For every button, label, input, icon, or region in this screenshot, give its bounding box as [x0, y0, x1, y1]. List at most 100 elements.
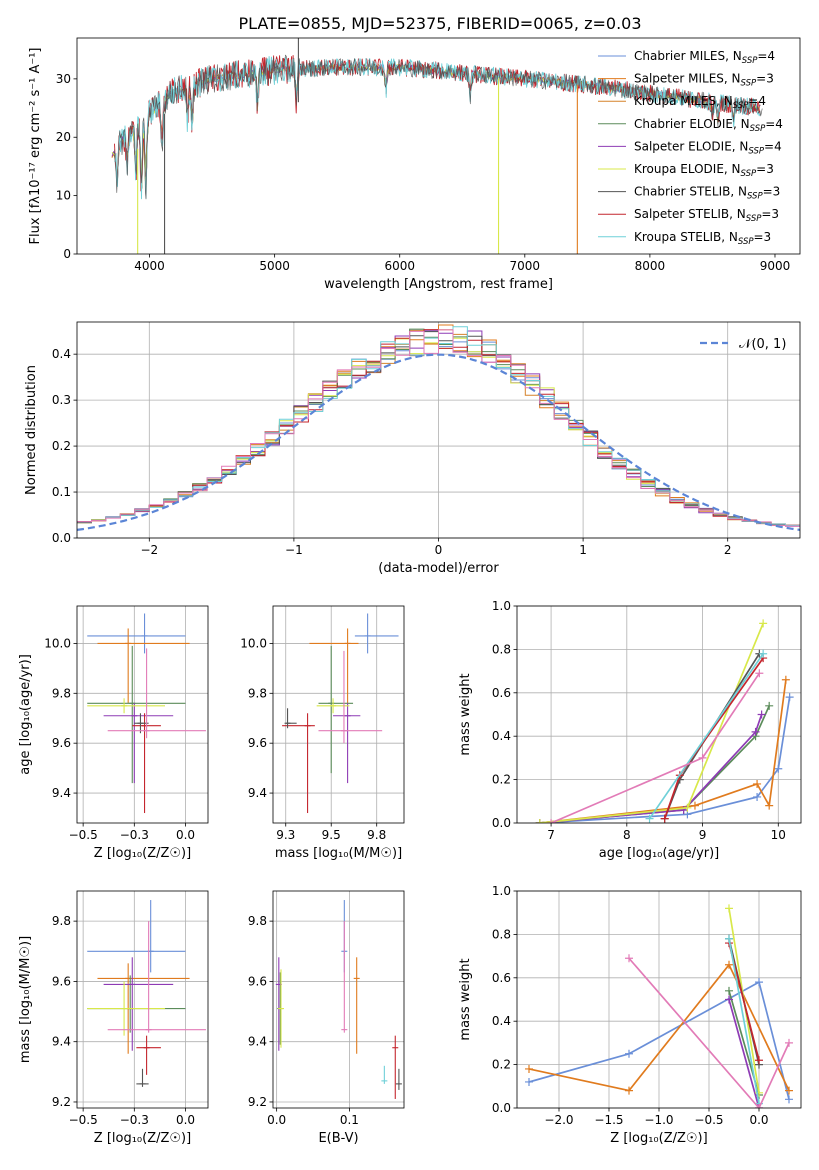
- plus-marker: [759, 649, 768, 658]
- legend-subscript: SSP: [738, 237, 754, 247]
- legend-tail: =4: [748, 94, 766, 108]
- x-tick-label: 9: [699, 828, 707, 842]
- series-line: [628, 957, 790, 1108]
- axes-frame: [516, 890, 802, 1109]
- plus-marker: [781, 675, 790, 684]
- plot-area: [87, 613, 206, 814]
- y-axis-label: mass [log₁₀(M/M☉)]: [18, 936, 33, 1063]
- x-tick-label: −1.0: [644, 1113, 673, 1127]
- y-tick-label: 1.0: [492, 884, 511, 898]
- plus-marker: [625, 954, 633, 963]
- legend-label: Salpeter STELIB, NSSP=3: [634, 207, 779, 224]
- x-tick-label: 0.1: [340, 1113, 359, 1127]
- x-tick-label: 10: [771, 828, 786, 842]
- axes-age-vs-mass: 9.3 9.5 9.8 9.4 9.6 9.8 10.0 mass [log₁₀(M/M☉)]: [240, 605, 405, 861]
- legend: 𝒩(0, 1): [700, 337, 786, 352]
- x-axis-label: age [log₁₀(age/yr)]: [599, 846, 720, 861]
- x-tick-label: 6000: [384, 259, 415, 273]
- y-tick-label: 0: [63, 247, 71, 261]
- y-tick-label: 9.6: [52, 974, 71, 988]
- x-tick-label: −1.5: [594, 1113, 623, 1127]
- y-tick-label: 9.2: [248, 1095, 267, 1109]
- axes-age-vs-Z: −0.5 −0.3 0.0 9.4 9.6 9.8 10.0 Z [log₁₀(Z/Z☉)] a…: [18, 605, 209, 861]
- axes-mass-vs-EBV: 0.0 0.1 9.2 9.4 9.6 9.8 E(B-V): [248, 890, 405, 1146]
- grid: [77, 606, 208, 823]
- x-tick-label: −0.5: [69, 1113, 98, 1127]
- series-line: [528, 963, 790, 1092]
- x-tick-label: 9.3: [276, 828, 295, 842]
- series-line: [728, 938, 760, 1104]
- x-axis-label: wavelength [Angstrom, rest frame]: [324, 277, 553, 292]
- x-tick-label: −2: [140, 543, 158, 557]
- x-tick-label: 9.8: [367, 828, 386, 842]
- series-line: [539, 705, 770, 823]
- y-axis-label: mass weight: [458, 673, 473, 755]
- x-tick-label: 5000: [259, 259, 290, 273]
- plus-marker: [683, 803, 692, 812]
- y-tick-label: 9.8: [248, 686, 267, 700]
- x-tick-label: 7000: [510, 259, 541, 273]
- y-tick-label: 0.2: [52, 439, 71, 453]
- axes-spectrum: 4000 5000 6000 7000 8000 9000 0 10 20 30 Chabrier …: [28, 37, 801, 292]
- plus-marker: [755, 1104, 763, 1108]
- legend-subscript: SSP: [750, 124, 766, 134]
- x-axis-label: E(B-V): [318, 1131, 358, 1146]
- x-tick-label: 8000: [635, 259, 666, 273]
- series-line: [663, 657, 764, 819]
- y-tick-label: 0.6: [492, 971, 511, 985]
- legend-tail: =4: [765, 117, 783, 131]
- axes-frame: [76, 37, 801, 255]
- legend-label: 𝒩(0, 1): [739, 337, 786, 352]
- x-tick-label: 7: [547, 828, 555, 842]
- series-line: [648, 653, 764, 820]
- figure-title: PLATE=0855, MJD=52375, FIBERID=0065, z=0…: [238, 14, 641, 33]
- legend-subscript: SSP: [746, 214, 762, 224]
- y-tick-label: 9.8: [52, 914, 71, 928]
- x-axis-label: mass [log₁₀(M/M☉)]: [275, 846, 402, 861]
- plus-marker: [753, 792, 762, 801]
- grid: [77, 891, 208, 1108]
- legend-label: Salpeter MILES, NSSP=3: [634, 72, 774, 89]
- series-line: [539, 696, 791, 823]
- plus-marker: [759, 619, 768, 628]
- legend-tail: =3: [761, 207, 779, 221]
- y-tick-label: 1.0: [492, 599, 511, 613]
- y-tick-label: 0.4: [492, 729, 511, 743]
- series-line: [528, 981, 790, 1100]
- y-tick-label: 9.4: [248, 786, 267, 800]
- x-tick-label: 0.0: [176, 1113, 195, 1127]
- x-tick-label: −0.5: [69, 828, 98, 842]
- x-tick-label: −0.3: [120, 1113, 149, 1127]
- y-tick-label: 10.0: [240, 636, 267, 650]
- legend-tail: =4: [757, 49, 775, 63]
- y-tick-label: 9.4: [52, 786, 71, 800]
- plus-marker: [755, 1056, 763, 1065]
- y-tick-label: 9.6: [248, 974, 267, 988]
- x-tick-label: 8: [623, 828, 631, 842]
- axes-frame: [76, 890, 209, 1109]
- legend-subscript: SSP: [733, 101, 749, 111]
- legend-label: Kroupa STELIB, NSSP=3: [634, 230, 771, 247]
- x-tick-label: 9.5: [322, 828, 341, 842]
- y-tick-label: 0.2: [492, 1058, 511, 1072]
- y-tick-label: 0.0: [52, 531, 71, 545]
- axes-frame: [272, 890, 405, 1109]
- grid: [273, 606, 404, 823]
- y-tick-label: 9.8: [248, 914, 267, 928]
- y-tick-label: 0.8: [492, 927, 511, 941]
- y-tick-label: 9.6: [52, 736, 71, 750]
- y-axis-label: Flux [fλ10⁻¹⁷ erg cm⁻² s⁻¹ A⁻¹]: [28, 48, 43, 245]
- plus-marker: [785, 1038, 793, 1047]
- legend-label: Chabrier MILES, NSSP=4: [634, 49, 775, 66]
- x-axis-label: (data-model)/error: [378, 561, 499, 576]
- spectrum-line: [114, 54, 761, 192]
- y-tick-label: 30: [56, 72, 71, 86]
- legend-label: Salpeter ELODIE, NSSP=4: [634, 139, 782, 156]
- plot-area: [77, 324, 800, 531]
- x-axis-label: Z [log₁₀(Z/Z☉)]: [94, 846, 191, 861]
- legend-subscript: SSP: [748, 146, 764, 156]
- legend-subscript: SSP: [741, 169, 757, 179]
- legend-tail: =3: [754, 230, 772, 244]
- x-tick-label: −1: [285, 543, 303, 557]
- plus-marker: [725, 960, 733, 969]
